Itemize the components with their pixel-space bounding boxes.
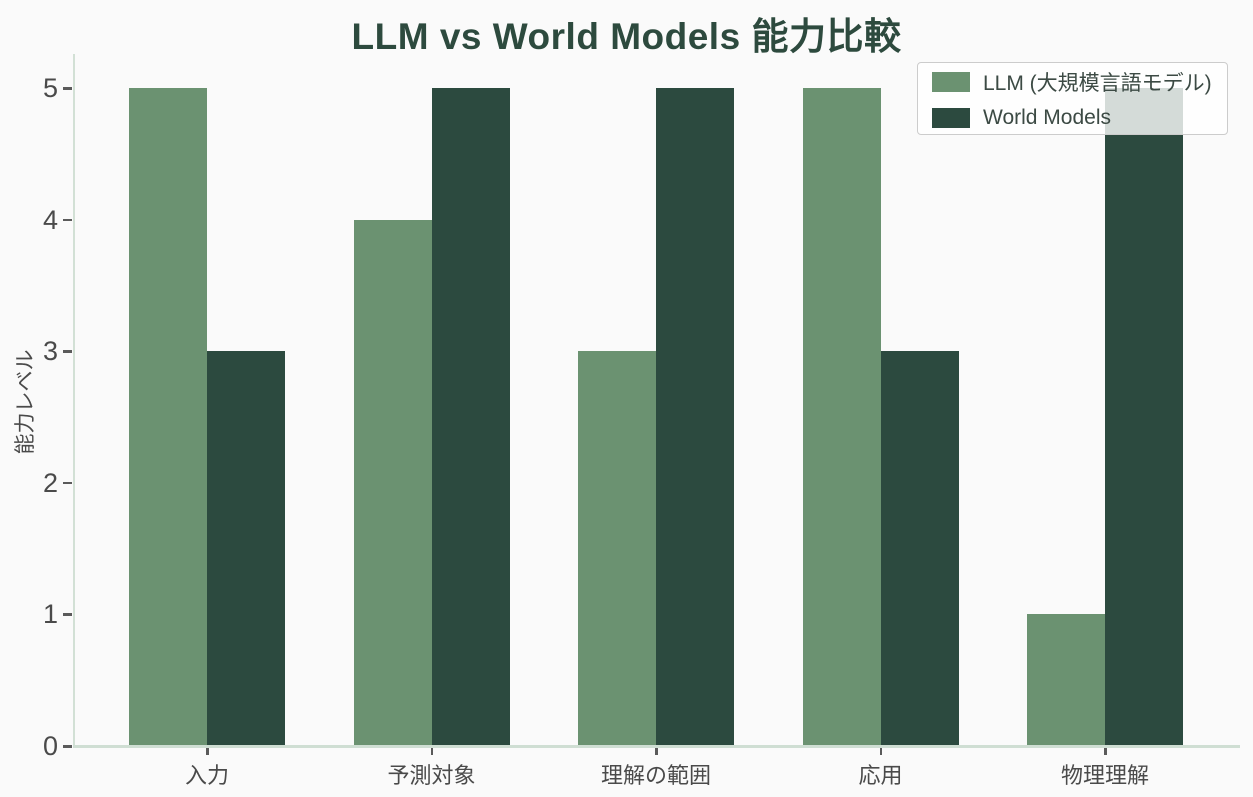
y-tick-label-4: 4 <box>42 204 58 235</box>
x-tick-mark-2 <box>655 748 658 755</box>
y-tick-mark-5 <box>63 87 72 90</box>
y-tick-mark-2 <box>63 481 72 485</box>
x-tick-label-0: 入力 <box>184 763 229 788</box>
bar-llm-4 <box>1027 614 1105 746</box>
y-tick-label-5: 5 <box>42 73 58 103</box>
y-tick-mark-4 <box>63 218 72 222</box>
y-tick-label-1: 1 <box>42 599 58 630</box>
bar-world-models-0 <box>207 351 285 746</box>
legend-label-1: World Models <box>983 106 1111 129</box>
y-tick-label-2: 2 <box>42 467 58 498</box>
bar-llm-3 <box>802 88 881 746</box>
x-tick-label-2: 理解の範囲 <box>600 763 711 788</box>
y-axis-label: 能力レベル <box>14 349 37 455</box>
bar-llm-2 <box>578 351 656 746</box>
bar-llm-1 <box>353 220 432 746</box>
x-tick-label-3: 応用 <box>858 763 903 788</box>
y-tick-mark-1 <box>63 613 72 616</box>
legend-label-0: LLM (大規模言語モデル) <box>983 72 1212 95</box>
legend-swatch-0 <box>932 72 970 92</box>
bar-world-models-4 <box>1105 88 1183 746</box>
bar-world-models-3 <box>880 351 959 746</box>
legend-swatch-1 <box>932 108 970 128</box>
x-axis-spine <box>73 745 1240 748</box>
plot-area <box>75 54 1240 746</box>
legend-item-0: LLM (大規模言語モデル) <box>932 67 1227 97</box>
x-tick-mark-4 <box>1104 748 1107 755</box>
bar-llm-0 <box>129 88 207 746</box>
y-axis-spine <box>73 54 75 748</box>
legend: LLM (大規模言語モデル) World Models <box>917 62 1228 135</box>
y-tick-label-0: 0 <box>42 731 58 761</box>
y-tick-mark-0 <box>63 745 72 748</box>
bar-world-models-2 <box>656 88 734 746</box>
y-tick-mark-3 <box>63 350 72 353</box>
x-tick-label-1: 予測対象 <box>387 763 476 788</box>
x-tick-mark-3 <box>879 748 882 755</box>
chart-title: LLM vs World Models 能力比較 <box>351 16 902 57</box>
y-tick-label-3: 3 <box>42 336 58 367</box>
bar-world-models-1 <box>431 88 510 746</box>
x-tick-mark-1 <box>430 748 433 755</box>
x-tick-label-4: 物理理解 <box>1060 763 1149 788</box>
x-tick-mark-0 <box>206 748 209 755</box>
legend-item-1: World Models <box>932 106 1227 130</box>
